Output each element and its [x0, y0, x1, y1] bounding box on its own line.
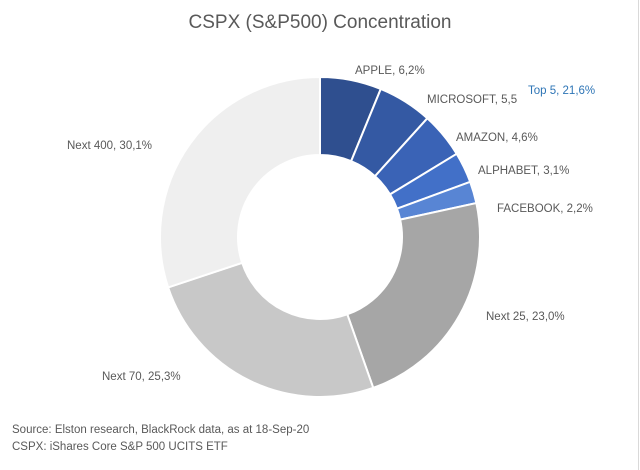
label-amazon: AMAZON, 4,6%	[456, 132, 538, 144]
frame-rule	[638, 0, 639, 470]
label-next25: Next 25, 23,0%	[486, 311, 565, 323]
chart-title: CSPX (S&P500) Concentration	[188, 12, 452, 33]
source-line-1: Source: Elston research, BlackRock data,…	[12, 424, 310, 436]
source-note: Source: Elston research, BlackRock data,…	[12, 422, 309, 456]
top5-annotation: Top 5, 21,6%	[528, 85, 595, 97]
slice-next-25	[346, 201, 481, 390]
label-alphabet: ALPHABET, 3,1%	[478, 165, 569, 177]
label-facebook: FACEBOOK, 2,2%	[497, 203, 593, 215]
label-apple: APPLE, 6,2%	[355, 65, 425, 77]
label-microsoft: MICROSOFT, 5,5	[427, 94, 517, 106]
donut-slices	[158, 75, 481, 398]
slice-next-400	[158, 75, 321, 289]
label-next400: Next 400, 30,1%	[67, 140, 152, 152]
label-next70: Next 70, 25,3%	[102, 371, 181, 383]
source-line-2: CSPX: iShares Core S&P 500 UCITS ETF	[12, 441, 228, 453]
slice-labels: APPLE, 6,2% MICROSOFT, 5,5 Top 5, 21,6% …	[67, 65, 595, 383]
slice-next-70	[166, 261, 375, 398]
